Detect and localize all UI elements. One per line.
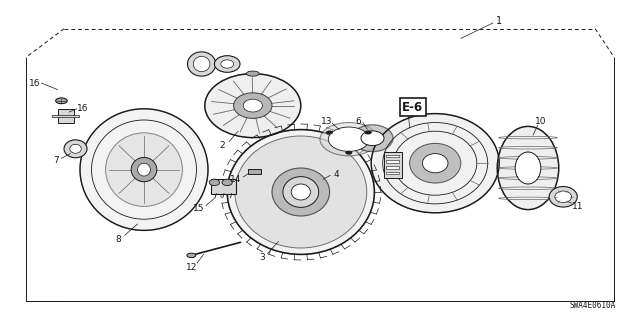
Circle shape: [187, 253, 196, 258]
Text: 7: 7: [54, 156, 59, 164]
Bar: [211, 179, 236, 194]
Ellipse shape: [422, 154, 448, 173]
Text: 1: 1: [496, 16, 502, 26]
Ellipse shape: [352, 125, 393, 152]
Bar: [386, 166, 399, 169]
Ellipse shape: [549, 187, 577, 207]
Ellipse shape: [235, 136, 367, 248]
Ellipse shape: [214, 56, 240, 72]
Text: 13: 13: [321, 117, 332, 126]
Ellipse shape: [555, 191, 572, 203]
Ellipse shape: [64, 140, 87, 158]
Text: 2: 2: [220, 141, 225, 150]
Ellipse shape: [497, 126, 559, 210]
Ellipse shape: [410, 143, 461, 183]
Text: 3: 3: [260, 253, 265, 262]
Ellipse shape: [243, 99, 262, 112]
Text: 10: 10: [535, 117, 547, 126]
Ellipse shape: [328, 127, 369, 151]
Text: 15: 15: [193, 204, 204, 212]
Circle shape: [346, 151, 352, 154]
Ellipse shape: [131, 157, 157, 182]
Ellipse shape: [291, 184, 310, 200]
Ellipse shape: [205, 74, 301, 138]
Text: 16: 16: [29, 79, 41, 88]
Ellipse shape: [221, 60, 234, 68]
Text: 8: 8: [116, 236, 121, 244]
Ellipse shape: [138, 163, 150, 176]
Ellipse shape: [234, 93, 272, 118]
Ellipse shape: [106, 133, 182, 206]
Ellipse shape: [209, 179, 220, 186]
Bar: [386, 172, 399, 174]
Bar: [386, 155, 399, 157]
Text: E-6: E-6: [402, 101, 424, 114]
Ellipse shape: [70, 144, 81, 153]
Bar: [52, 115, 79, 117]
Ellipse shape: [371, 114, 499, 213]
Ellipse shape: [272, 168, 330, 216]
Text: 12: 12: [186, 263, 198, 272]
Ellipse shape: [222, 179, 232, 186]
Text: SWA4E0610A: SWA4E0610A: [570, 301, 616, 310]
Circle shape: [56, 98, 67, 104]
Ellipse shape: [246, 71, 259, 76]
Circle shape: [365, 131, 371, 134]
Ellipse shape: [193, 56, 210, 72]
Ellipse shape: [320, 123, 378, 156]
Bar: [384, 152, 402, 178]
Bar: [248, 169, 261, 174]
Text: 11: 11: [572, 202, 584, 211]
Circle shape: [326, 131, 333, 134]
Ellipse shape: [188, 52, 216, 76]
Ellipse shape: [361, 131, 384, 146]
Ellipse shape: [515, 152, 541, 184]
Text: 4: 4: [333, 170, 339, 179]
Ellipse shape: [227, 130, 374, 254]
Text: 6: 6: [356, 117, 361, 126]
Bar: [58, 109, 74, 123]
Text: 16: 16: [77, 104, 89, 113]
Bar: [386, 160, 399, 163]
Ellipse shape: [80, 109, 208, 230]
Ellipse shape: [283, 177, 319, 207]
Text: 14: 14: [230, 175, 241, 184]
